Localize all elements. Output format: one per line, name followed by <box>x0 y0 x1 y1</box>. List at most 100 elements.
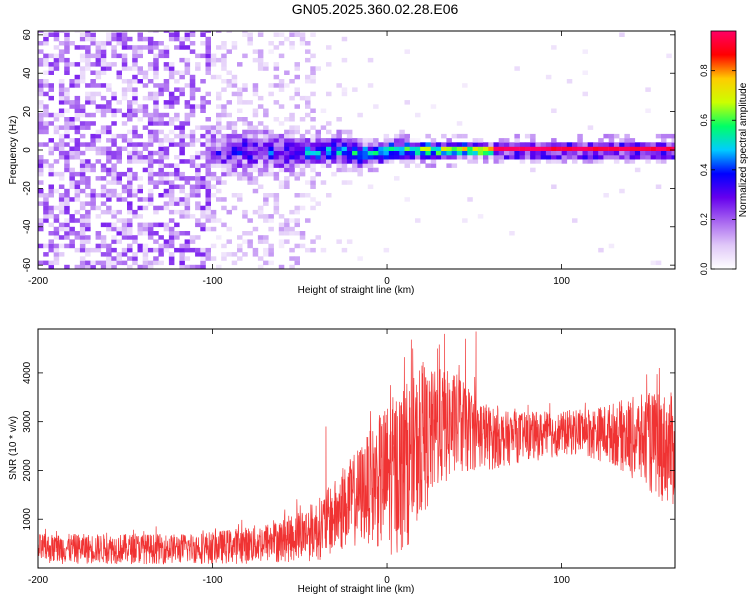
spectrogram-cell <box>237 95 243 101</box>
spectrogram-cell <box>242 252 248 257</box>
spectrogram-cell <box>111 226 117 232</box>
spectrogram-cell <box>284 239 290 244</box>
spectrogram-cell <box>163 247 170 253</box>
snr-y-tick-label: 3000 <box>22 410 33 433</box>
spectrogram-cell <box>43 214 49 219</box>
spectrogram-cell <box>142 159 149 164</box>
spectrogram-cell <box>284 138 290 143</box>
spectrogram-cell <box>43 129 49 135</box>
spectrogram-cell <box>163 62 170 67</box>
spectrogram-cell <box>205 256 211 261</box>
spectrogram-cell <box>341 138 348 143</box>
spectrogram-cell <box>79 32 86 37</box>
spectrogram-cell <box>163 112 170 118</box>
spectrogram-cell <box>608 142 615 147</box>
spectrogram-cell <box>142 260 149 266</box>
spectrogram-cell <box>629 159 636 164</box>
spectrogram-cell <box>598 247 604 253</box>
spectrogram-cell <box>284 150 290 156</box>
spectrogram-cell <box>661 142 667 147</box>
spectrogram-cell <box>74 95 81 101</box>
spectrogram-cell <box>566 79 573 84</box>
spectrogram-cell <box>127 184 133 189</box>
spectrogram-cell <box>221 171 227 177</box>
spectrogram-cell <box>85 176 91 181</box>
spectrogram-cell <box>85 201 91 206</box>
spectrogram-cell <box>189 247 196 253</box>
spectrogram-cell <box>85 218 91 223</box>
spectrogram-cell <box>561 150 568 156</box>
spectrogram-cell <box>566 142 573 147</box>
spectrogram-cell <box>158 83 164 88</box>
spectrogram-cell <box>278 167 285 173</box>
spectrogram-cell <box>158 117 164 122</box>
spectrogram-cell <box>566 150 573 156</box>
spectrogram-cell <box>85 32 91 37</box>
spectrogram-cell <box>378 159 384 164</box>
spectrogram-cell <box>74 188 81 194</box>
spectrogram-cell <box>394 155 400 160</box>
spectrogram-cell <box>153 256 159 261</box>
spectrogram-cell <box>121 91 128 97</box>
spectrogram-cell <box>357 155 363 160</box>
spectrogram-cell <box>252 146 259 151</box>
spectrogram-cell <box>530 142 536 147</box>
spectrogram-y-tick-label: 20 <box>22 106 33 118</box>
spectrogram-cell <box>106 100 112 105</box>
spectrogram-cell <box>85 53 91 59</box>
spectrogram-cell <box>189 138 196 143</box>
spectrogram-cell <box>100 104 107 109</box>
spectrogram-cell <box>53 57 60 63</box>
spectrogram-x-tick-label: 100 <box>553 276 570 287</box>
spectrogram-cell <box>127 256 133 261</box>
spectrogram-cell <box>399 159 405 164</box>
spectrogram-cell <box>237 138 243 143</box>
spectrogram-cell <box>551 184 557 189</box>
spectrogram-cell <box>294 125 300 130</box>
spectrogram-cell <box>121 218 128 223</box>
spectrogram-cell <box>603 146 609 151</box>
spectrogram-cell <box>472 155 479 160</box>
spectrogram-cell <box>53 112 60 118</box>
spectrogram-cell <box>158 167 164 173</box>
spectrogram-cell <box>111 45 117 50</box>
spectrogram-cell <box>263 235 269 240</box>
spectrogram-cell <box>257 121 264 126</box>
spectrogram-cell <box>373 142 379 147</box>
spectrogram-cell <box>299 146 306 151</box>
spectrogram-cell <box>153 121 159 126</box>
spectrogram-cell <box>415 146 421 151</box>
spectrogram-cell <box>90 31 96 33</box>
spectrogram-cell <box>613 150 620 156</box>
spectrogram-cell <box>404 163 410 168</box>
spectrogram-cell <box>278 231 285 236</box>
spectrogram-cell <box>106 260 112 266</box>
spectrogram-cell <box>666 133 672 139</box>
spectrogram-cell <box>205 91 211 97</box>
spectrogram-cell <box>289 32 295 37</box>
spectrogram-cell <box>100 150 107 156</box>
spectrogram-cell <box>79 214 86 219</box>
spectrogram-cell <box>53 142 60 147</box>
spectrogram-cell <box>189 41 196 46</box>
spectrogram-cell <box>142 155 149 160</box>
spectrogram-cell <box>79 256 86 261</box>
spectrogram-cell <box>268 129 274 135</box>
spectrogram-cell <box>64 95 70 101</box>
spectrogram-cell <box>608 243 615 249</box>
spectrogram-cell <box>263 193 269 198</box>
spectrogram-cell <box>195 104 201 109</box>
spectrogram-cell <box>85 226 91 232</box>
spectrogram-cell <box>310 159 316 164</box>
spectrogram-cell <box>153 70 159 75</box>
spectrogram-cell <box>153 133 159 139</box>
spectrogram-cell <box>409 159 416 164</box>
spectrogram-cell <box>362 150 369 156</box>
spectrogram-cell <box>294 155 300 160</box>
spectrogram-cell <box>284 218 290 223</box>
spectrogram-cell <box>127 218 133 223</box>
spectrogram-cell <box>268 142 274 147</box>
spectrogram-cell <box>53 146 60 151</box>
spectrogram-cell <box>195 171 201 177</box>
spectrogram-cell <box>43 218 49 223</box>
